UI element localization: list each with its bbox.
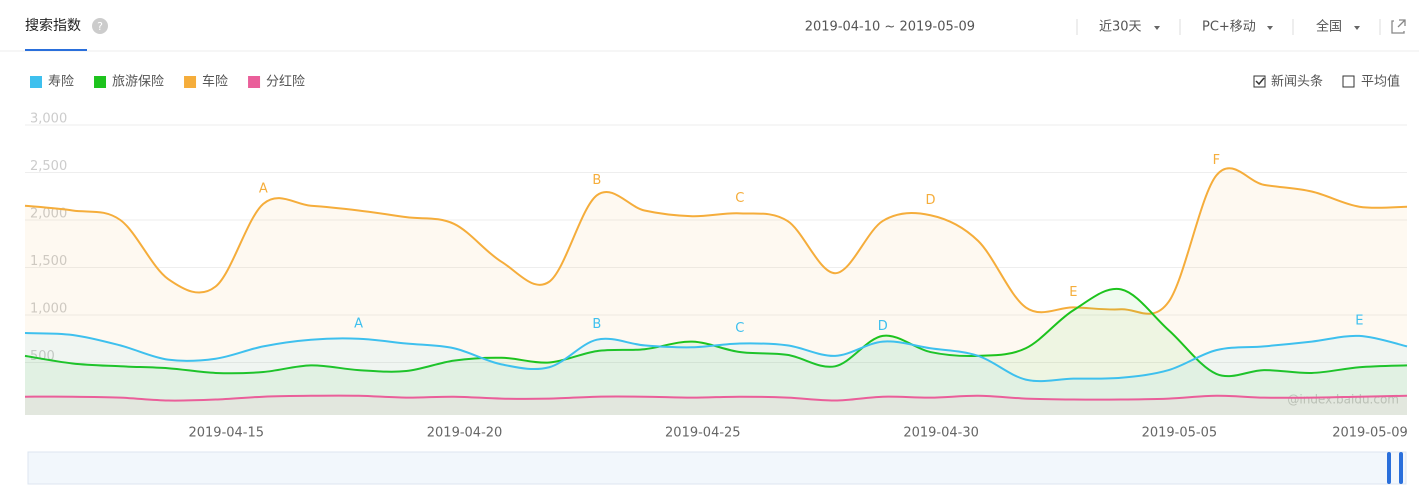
slider-handle[interactable]	[1399, 452, 1403, 484]
zoom-slider[interactable]	[27, 451, 1407, 485]
area	[25, 333, 1407, 415]
date-range[interactable]: 2019-04-10 ~ 2019-05-09	[805, 20, 975, 35]
annotation: A	[259, 181, 268, 196]
x-tick-label: 2019-04-20	[427, 426, 503, 441]
region[interactable]: 全国	[1316, 19, 1342, 35]
annotation: E	[1069, 285, 1077, 300]
annotation: B	[592, 317, 601, 332]
x-tick-label: 2019-05-05	[1142, 426, 1218, 441]
legend-swatch	[30, 76, 42, 88]
annotation: B	[592, 173, 601, 188]
y-tick-label: 3,000	[30, 112, 67, 127]
area	[25, 395, 1407, 415]
period[interactable]: 近30天	[1099, 20, 1142, 35]
help-icon[interactable]	[92, 18, 108, 34]
annotation: F	[1213, 153, 1220, 168]
annotation: A	[354, 316, 363, 331]
y-tick-label: 1,000	[30, 302, 67, 317]
slider-handle[interactable]	[1387, 452, 1391, 484]
option-average[interactable]: 平均值	[1361, 74, 1400, 90]
tab-underline	[25, 49, 87, 51]
help[interactable]: ?	[97, 20, 103, 33]
annotation: D	[878, 319, 888, 334]
legend-label[interactable]: 旅游保险	[112, 75, 164, 90]
checkbox[interactable]	[1253, 75, 1266, 88]
y-tick-label: 2,000	[30, 207, 67, 222]
option-news[interactable]: 新闻头条	[1271, 74, 1323, 90]
y-tick-label: 2,500	[30, 159, 67, 174]
line	[24, 394, 1408, 402]
x-tick-label: 2019-04-30	[903, 426, 979, 441]
x-tick-label: 2019-04-25	[665, 426, 741, 441]
checkbox[interactable]	[1342, 75, 1355, 88]
caret	[1354, 26, 1360, 30]
area	[25, 168, 1407, 415]
x-tick-label: 2019-05-09	[1332, 426, 1408, 441]
x-tick-label: 2019-04-15	[188, 426, 264, 441]
legend-swatch	[184, 76, 197, 88]
legend-swatch	[248, 76, 261, 88]
caret	[1154, 26, 1160, 30]
caret	[1267, 26, 1273, 30]
external-link[interactable]	[1391, 19, 1406, 34]
line	[24, 287, 1408, 378]
legend-label[interactable]: 车险	[202, 74, 228, 90]
device[interactable]: PC+移动	[1202, 20, 1256, 35]
legend-swatch	[94, 76, 107, 88]
line	[24, 332, 1408, 383]
annotation: C	[735, 321, 744, 336]
annotation: C	[735, 191, 744, 206]
checkmark	[1255, 77, 1265, 86]
line	[24, 167, 1408, 315]
legend-label[interactable]: 分红险	[266, 74, 305, 90]
y-tick-label: 1,500	[30, 254, 67, 269]
annotation: D	[925, 193, 935, 208]
legend-label[interactable]: 寿险	[48, 75, 74, 90]
annotation: E	[1355, 313, 1363, 328]
tab[interactable]: 搜索指数	[25, 17, 81, 34]
